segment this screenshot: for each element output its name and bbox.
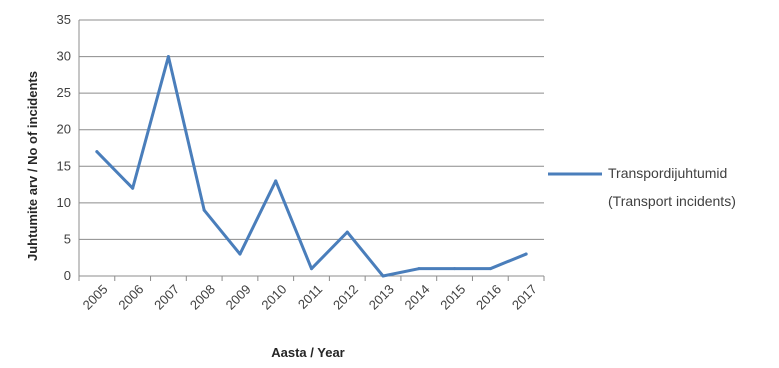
y-tick-label: 15	[57, 158, 71, 173]
x-tick-label: 2010	[258, 282, 289, 313]
y-tick-label: 10	[57, 195, 71, 210]
data-point	[202, 208, 206, 212]
data-point	[131, 186, 135, 190]
data-point	[95, 150, 99, 154]
data-point	[345, 230, 349, 234]
x-tick-label: 2005	[80, 282, 111, 313]
data-point	[524, 252, 528, 256]
x-tick-label: 2016	[473, 282, 504, 313]
x-tick-label: 2007	[151, 282, 182, 313]
y-tick-label: 35	[57, 12, 71, 27]
data-point	[453, 267, 457, 271]
data-point	[238, 252, 242, 256]
y-tick-label: 25	[57, 85, 71, 100]
gridlines	[79, 19, 544, 240]
data-point	[417, 267, 421, 271]
legend-label-line-2: (Transport incidents)	[608, 193, 736, 209]
x-tick-label: 2015	[437, 282, 468, 313]
data-point	[381, 274, 385, 278]
legend: Transpordijuhtumid (Transport incidents)	[548, 165, 736, 209]
x-tick-label: 2012	[330, 282, 361, 313]
x-tick-label: 2009	[223, 282, 254, 313]
y-tick-label: 0	[64, 268, 71, 283]
x-tick-label: 2006	[115, 282, 146, 313]
axes	[78, 20, 545, 281]
series-lines	[95, 55, 528, 278]
data-point	[166, 55, 170, 59]
x-tick-label: 2008	[187, 282, 218, 313]
y-tick-label: 30	[57, 49, 71, 64]
x-axis-title: Aasta / Year	[271, 345, 344, 360]
data-point	[274, 179, 278, 183]
data-point	[488, 267, 492, 271]
data-point	[310, 267, 313, 271]
y-tick-label: 5	[64, 231, 71, 246]
x-tick-label: 2011	[295, 282, 325, 312]
y-axis-title: Juhtumite arv / No of incidents	[25, 71, 40, 261]
x-tick-label: 2013	[366, 282, 397, 313]
legend-label-line-1: Transpordijuhtumid	[608, 165, 727, 181]
x-tick-label: 2014	[402, 282, 433, 313]
x-tick-label: 2017	[509, 282, 540, 313]
y-tick-label: 20	[57, 122, 71, 137]
